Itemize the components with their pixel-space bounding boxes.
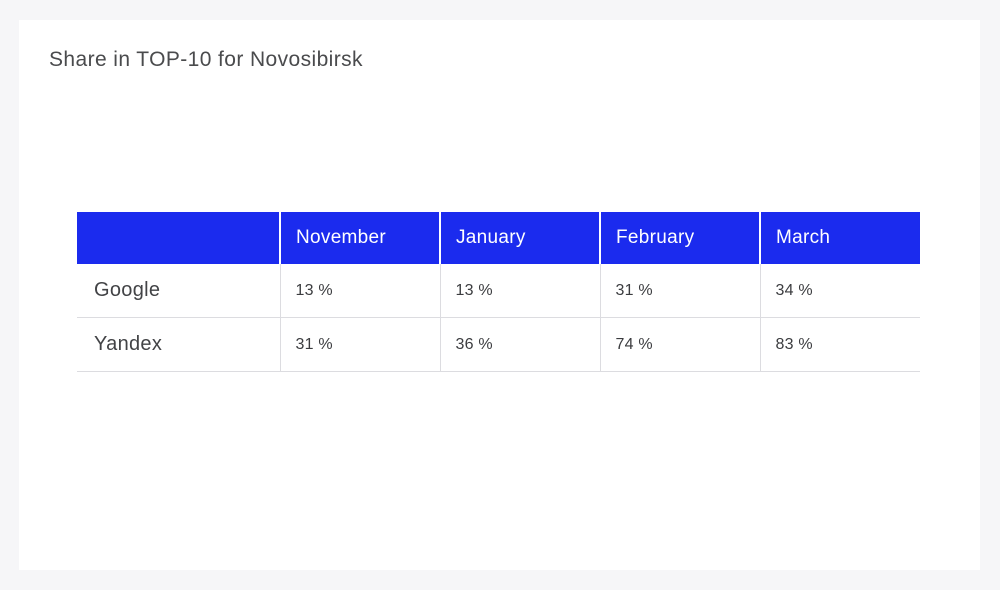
column-header-march: March bbox=[759, 212, 920, 264]
cell-yandex-february: 74 % bbox=[599, 317, 760, 372]
share-table: November January February March Google 1… bbox=[77, 212, 920, 372]
column-header-february: February bbox=[599, 212, 760, 264]
cell-yandex-march: 83 % bbox=[759, 317, 920, 372]
column-header-january: January bbox=[439, 212, 600, 264]
column-header-november: November bbox=[279, 212, 440, 264]
cell-google-february: 31 % bbox=[599, 264, 760, 318]
table-header-row: November January February March bbox=[77, 212, 920, 264]
content-card: Share in TOP-10 for Novosibirsk November… bbox=[19, 20, 980, 570]
page-title: Share in TOP-10 for Novosibirsk bbox=[49, 48, 363, 71]
cell-yandex-january: 36 % bbox=[439, 317, 600, 372]
cell-google-january: 13 % bbox=[439, 264, 600, 318]
table-row-google: Google 13 % 13 % 31 % 34 % bbox=[77, 264, 920, 318]
cell-yandex-november: 31 % bbox=[279, 317, 440, 372]
cell-google-november: 13 % bbox=[279, 264, 440, 318]
table-row-yandex: Yandex 31 % 36 % 74 % 83 % bbox=[77, 317, 920, 372]
row-label-yandex: Yandex bbox=[77, 317, 280, 372]
row-label-google: Google bbox=[77, 264, 280, 318]
column-header-empty bbox=[77, 212, 280, 264]
cell-google-march: 34 % bbox=[759, 264, 920, 318]
